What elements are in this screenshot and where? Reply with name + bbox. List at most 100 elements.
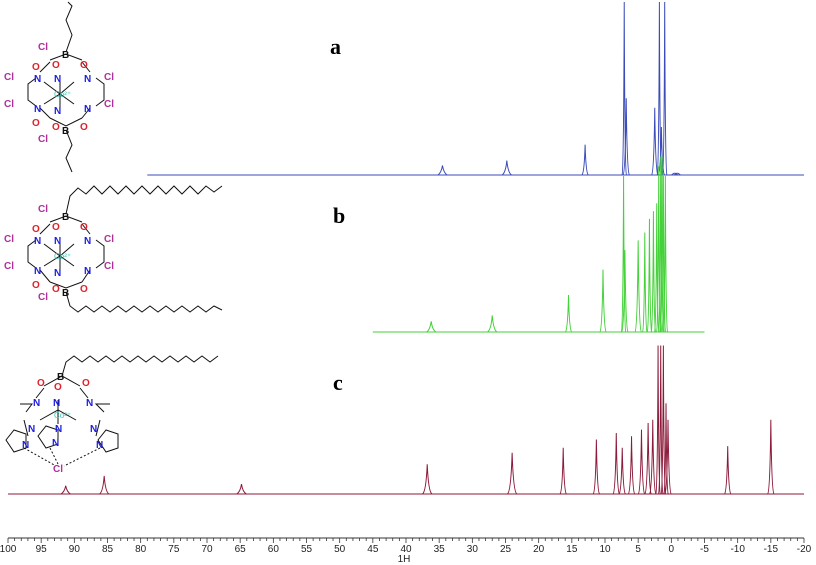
chlorine-b5: Cl [104, 261, 114, 272]
nitrogen-b4: N [34, 266, 41, 277]
x-tick-label: 85 [102, 544, 114, 555]
ring-bonds [27, 77, 105, 107]
spectrum-c-peak-9 [627, 436, 636, 495]
nitrogen-a1: N [34, 74, 41, 85]
x-tick-label: 0 [669, 544, 675, 555]
spectrum-b-peak-2 [564, 294, 573, 333]
x-tick-label: 95 [36, 544, 48, 555]
x-tick-label: -10 [730, 544, 745, 555]
oxygen-b6: O [80, 284, 88, 295]
chelate-c-bonds [39, 400, 77, 424]
oxygen-c3: O [82, 378, 90, 389]
nitrogen-c1: N [33, 398, 40, 409]
panel-label-b: b [333, 203, 345, 228]
hydrogen-bonds-c [23, 447, 101, 467]
chlorine-a3: Cl [4, 99, 14, 110]
chlorine-b1: Cl [38, 204, 48, 215]
nitrogen-a4: N [34, 104, 41, 115]
x-tick-label: 80 [135, 544, 147, 555]
chlorine-a1: Cl [38, 42, 48, 53]
spectrum-c-peak-12 [649, 419, 657, 495]
alkyl-chain-bottom [65, 291, 223, 313]
spectrum-b-peak-7 [642, 232, 648, 333]
oxygen-c1: O [37, 378, 45, 389]
x-tick-label: 5 [635, 544, 641, 555]
nitrogen-a3: N [84, 74, 91, 85]
spectra-group [8, 1, 804, 495]
cage-top-bonds [39, 53, 91, 73]
spectrum-c-peak-4 [506, 452, 518, 495]
spectrum-a-peak-8 [661, 1, 668, 176]
x-tick-label: 90 [69, 544, 81, 555]
spectrum-b-peak-6 [634, 240, 642, 333]
panel-label-c: c [333, 370, 343, 395]
cage-bottom-bonds [39, 107, 91, 127]
nitrogen-c4: N [28, 424, 35, 435]
molecule-structure-b [27, 185, 223, 313]
oxygen-a5: O [52, 122, 60, 133]
chloride-c: Cl [53, 464, 63, 475]
methyl-c-bonds [20, 403, 110, 413]
spectrum-b [372, 156, 705, 333]
oxygen-a1: O [32, 62, 40, 73]
nitrogen-a6: N [84, 104, 91, 115]
spectrum-b-peak-5 [621, 250, 629, 333]
chlorine-a5: Cl [104, 99, 114, 110]
x-tick-label: 100 [0, 544, 17, 555]
oxygen-b5: O [52, 284, 60, 295]
spectrum-a-peak-0 [437, 165, 448, 176]
spectrum-b-peak-8 [646, 218, 653, 333]
x-tick-label: 10 [599, 544, 611, 555]
chlorine-b6: Cl [38, 292, 48, 303]
alkyl-chain-top [65, 185, 223, 215]
pyrazole-right [97, 429, 119, 453]
nitrogen-c7: N [22, 440, 29, 451]
cage-b-bottom-bonds [39, 269, 91, 289]
nitrogen-c8: N [52, 438, 59, 449]
spectrum-a-peak-4 [622, 98, 630, 176]
x-tick-label: 25 [500, 544, 512, 555]
butyl-chain-top [65, 1, 73, 53]
spectrum-c-peak-16 [663, 403, 669, 495]
boron-b1: B [62, 212, 69, 223]
ring-b-bonds [27, 239, 105, 269]
spectrum-b-peak-1 [487, 315, 498, 333]
boron-b2: B [62, 288, 69, 299]
spectrum-b-peak-0 [426, 321, 437, 333]
x-tick-label: 15 [566, 544, 578, 555]
cobalt-b: Co²⁺ [54, 252, 71, 261]
chelate-b-bonds [43, 242, 75, 270]
panel-label-a: a [330, 34, 341, 59]
nitrogen-b5: N [54, 268, 61, 279]
spectrum-a-peak-10 [673, 172, 681, 176]
spectrum-a-peak-2 [581, 144, 589, 176]
x-axis-title: 1H [398, 554, 411, 565]
x-tick-label: 70 [201, 544, 213, 555]
chelate-bonds [43, 80, 75, 108]
x-tick-label: 45 [367, 544, 379, 555]
oxygen-c2: O [54, 382, 62, 393]
x-tick-label: 40 [400, 544, 412, 555]
spectrum-b-peak-11 [656, 166, 662, 333]
spectrum-c-peak-5 [559, 447, 567, 495]
x-tick-label: -5 [700, 544, 709, 555]
spectrum-c-peak-17 [664, 419, 672, 495]
spectrum-c-peak-2 [236, 484, 247, 495]
oxygen-a2: O [52, 60, 60, 71]
chlorine-a6: Cl [38, 134, 48, 145]
pyrazole-left [5, 429, 27, 453]
x-tick-label: 60 [268, 544, 280, 555]
chlorine-b2: Cl [4, 234, 14, 245]
x-tick-label: -15 [764, 544, 779, 555]
x-axis: 100 95 90 85 80 75 70 65 60 55 50 45 40 35 30 25 20 15 10 5… [0, 537, 812, 555]
spectrum-b-peak-3 [599, 269, 607, 333]
spectrum-a-peak-5 [651, 107, 659, 176]
x-tick-label: 65 [235, 544, 247, 555]
spectrum-c-peak-1 [99, 475, 110, 495]
nitrogen-c3: N [86, 398, 93, 409]
spectrum-b-peak-14 [660, 175, 667, 333]
pyrazole-middle [37, 425, 59, 449]
spectrum-b-peak-10 [654, 203, 660, 333]
x-tick-label: 20 [533, 544, 545, 555]
nitrogen-a5: N [54, 106, 61, 117]
